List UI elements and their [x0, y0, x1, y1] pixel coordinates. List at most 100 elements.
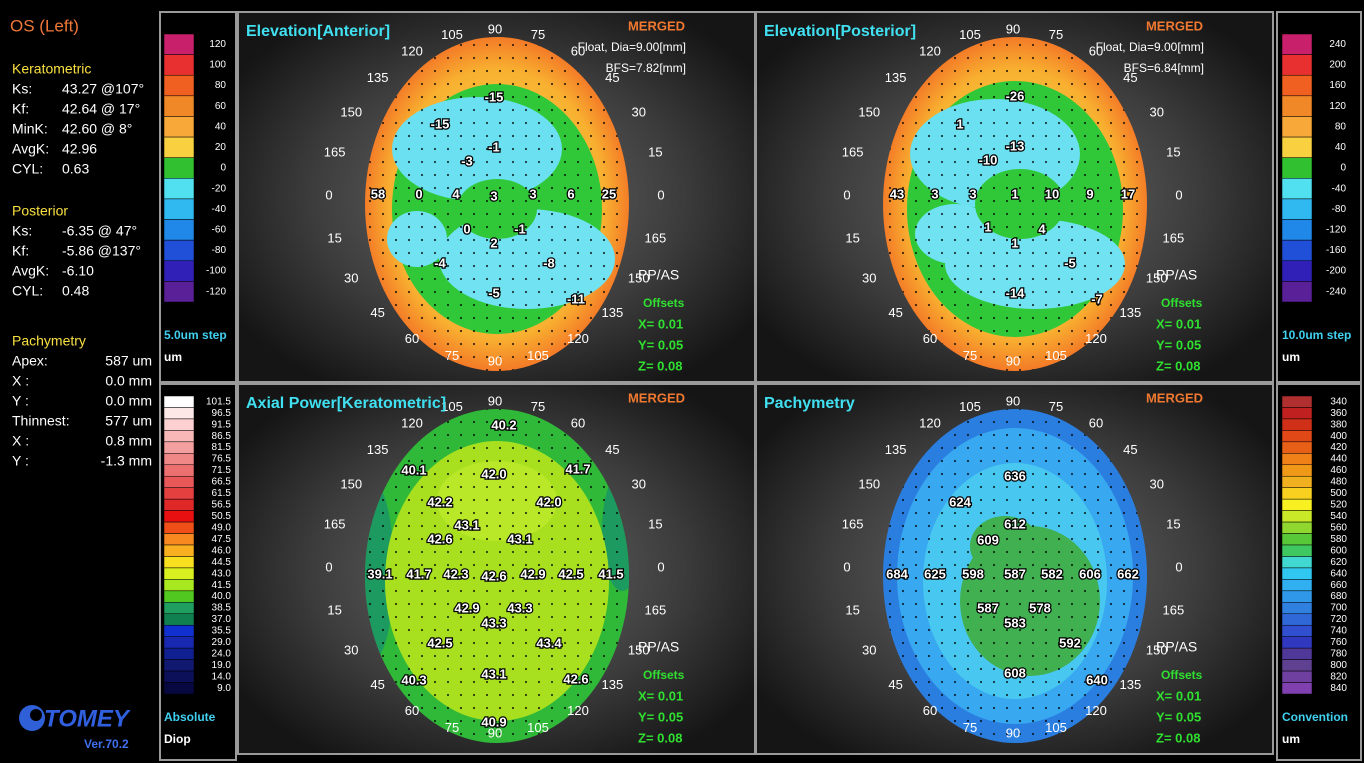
angle-label: 15: [845, 602, 859, 617]
angle-label: 135: [367, 442, 389, 457]
scale-label: 560: [1330, 522, 1347, 533]
topography-screen: OS (Left)KeratometricKs:43.27 @107°Kf:42…: [0, 0, 1364, 763]
scale-band: [164, 511, 194, 522]
scale-band: [164, 453, 194, 464]
scale-band: [1282, 683, 1312, 694]
scale-footer: Convention: [1282, 710, 1348, 724]
map-value: 41.7: [565, 461, 590, 476]
angle-label: 135: [602, 305, 624, 320]
scale-band: [164, 261, 194, 282]
offset-value: Y= 0.05: [1156, 337, 1201, 352]
angle-label: 120: [919, 44, 941, 59]
scale-band: [164, 499, 194, 510]
map-value: 4: [452, 186, 460, 201]
scale-label: 14.0: [212, 671, 232, 682]
angle-label: 75: [1049, 399, 1063, 414]
scale-label: 91.5: [212, 419, 232, 430]
map-value: 592: [1059, 635, 1081, 650]
map-value: -15: [485, 89, 504, 104]
scale-band: [1282, 660, 1312, 671]
scale-band: [1282, 522, 1312, 533]
scale-label: 40: [215, 121, 227, 132]
scale-label: -80: [1332, 204, 1347, 215]
offsets-title: Offsets: [643, 668, 685, 682]
scale-band: [1282, 488, 1312, 499]
scale-band: [164, 579, 194, 590]
row-value: -1.3 mm: [101, 453, 152, 469]
offset-value: X= 0.01: [1156, 688, 1201, 703]
scale-label: 540: [1330, 511, 1347, 522]
map-value: 582: [1041, 566, 1063, 581]
scale-band: [164, 614, 194, 625]
map-title: Axial Power[Keratometric]: [246, 395, 446, 412]
angle-label: 75: [531, 27, 545, 42]
angle-label: 75: [963, 720, 977, 735]
scale-label: 420: [1330, 442, 1347, 453]
angle-label: 120: [401, 44, 423, 59]
angle-label: 105: [441, 27, 463, 42]
scale-label: 840: [1330, 683, 1347, 694]
scale-band: [1282, 579, 1312, 590]
angle-label: 90: [488, 393, 502, 408]
scale-label: 640: [1330, 568, 1347, 579]
scale-band: [1282, 158, 1312, 179]
map-value: 0: [415, 186, 422, 201]
scale-band: [1282, 591, 1312, 602]
map-mode: PP/AS: [638, 267, 679, 283]
scale-band: [164, 116, 194, 137]
angle-label: 90: [1006, 725, 1020, 740]
row-label: Ks:: [12, 81, 32, 97]
scale-label: 20: [215, 142, 227, 153]
angle-label: 150: [340, 104, 362, 119]
offset-value: Y= 0.05: [638, 709, 683, 724]
angle-label: 0: [657, 187, 664, 202]
row-value: 0.8 mm: [105, 433, 152, 449]
scale-label: 40: [1335, 142, 1347, 153]
row-label: Y :: [12, 393, 29, 409]
scale-label: 620: [1330, 557, 1347, 568]
scale-band: [164, 522, 194, 533]
scale-label: 101.5: [206, 396, 231, 407]
angle-label: 0: [843, 559, 850, 574]
map-value: -5: [488, 285, 500, 300]
scale-band: [1282, 199, 1312, 220]
section-heading: Posterior: [12, 203, 68, 219]
angle-label: 0: [325, 187, 332, 202]
scale-band: [1282, 637, 1312, 648]
map-value: 42.6: [427, 531, 452, 546]
scale-label: 400: [1330, 431, 1347, 442]
scale-footer: 5.0um step: [164, 328, 227, 342]
angle-label: 165: [644, 602, 666, 617]
angle-label: 150: [858, 476, 880, 491]
map-value: 1: [956, 116, 963, 131]
offset-value: X= 0.01: [638, 316, 683, 331]
angle-label: 75: [531, 399, 545, 414]
scale-band: [1282, 261, 1312, 282]
angle-label: 15: [648, 144, 662, 159]
row-label: CYL:: [12, 283, 43, 299]
scale-band: [1282, 407, 1312, 418]
scale-band: [164, 591, 194, 602]
angle-label: 135: [885, 442, 907, 457]
map-value: 640: [1086, 672, 1108, 687]
map-value: 3: [490, 188, 497, 203]
row-value: 0.48: [62, 283, 89, 299]
scale-band: [1282, 511, 1312, 522]
scale-label: 61.5: [212, 488, 232, 499]
row-label: Kf:: [12, 243, 29, 259]
scale-label: 38.5: [212, 603, 232, 614]
map-value: 612: [1004, 516, 1026, 531]
map-value: 624: [949, 494, 971, 509]
logo-mark-inner: [30, 709, 42, 721]
scale-band: [164, 637, 194, 648]
map-value: -1: [488, 139, 500, 154]
scale-band: [1282, 465, 1312, 476]
scale-label: 700: [1330, 603, 1347, 614]
scale-band: [164, 671, 194, 682]
map-value: 42.5: [558, 566, 583, 581]
map-value: 1: [984, 219, 991, 234]
angle-label: 120: [1085, 331, 1107, 346]
angle-label: 135: [885, 70, 907, 85]
offset-value: Z= 0.08: [638, 730, 682, 745]
scale-label: 56.5: [212, 500, 232, 511]
